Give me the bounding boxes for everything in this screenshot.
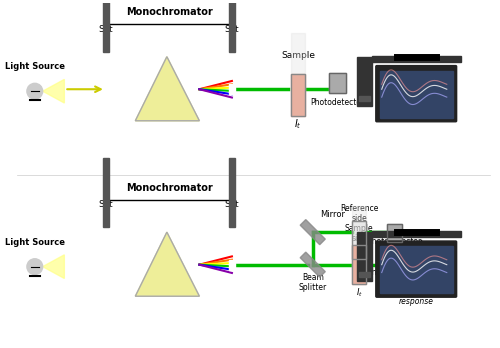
Text: Slit: Slit — [98, 25, 113, 34]
Polygon shape — [300, 220, 326, 245]
Bar — [359, 96, 370, 101]
Text: Slit: Slit — [98, 200, 113, 209]
Bar — [352, 206, 366, 245]
Circle shape — [27, 259, 42, 275]
Bar — [103, 84, 108, 94]
Bar — [357, 57, 372, 106]
Bar — [352, 245, 366, 284]
Bar — [229, 158, 235, 227]
Bar — [380, 246, 452, 293]
Bar — [229, 260, 235, 270]
Bar — [103, 158, 108, 227]
FancyBboxPatch shape — [376, 241, 456, 297]
Text: Slit: Slit — [224, 200, 239, 209]
Bar — [386, 255, 402, 272]
Text: Photodetector: Photodetector — [368, 237, 422, 246]
FancyBboxPatch shape — [376, 65, 456, 122]
Bar — [352, 245, 366, 284]
Text: Monochromator: Monochromator — [126, 7, 213, 17]
Text: $I_t$: $I_t$ — [356, 260, 362, 273]
Polygon shape — [42, 255, 64, 278]
Bar — [386, 255, 402, 272]
Bar — [359, 271, 370, 277]
Text: Slit: Slit — [224, 25, 239, 34]
Polygon shape — [42, 79, 64, 103]
Polygon shape — [300, 252, 326, 277]
Circle shape — [27, 83, 42, 99]
Bar — [372, 56, 460, 62]
Text: Photodetector
spectral
response: Photodetector spectral response — [389, 276, 444, 306]
Text: Sample: Sample — [281, 51, 315, 60]
Polygon shape — [136, 57, 200, 121]
Bar — [103, 0, 108, 52]
Bar — [229, 0, 235, 52]
Bar — [291, 74, 305, 116]
Bar — [291, 74, 305, 116]
Bar — [229, 84, 235, 94]
Text: Photodetector: Photodetector — [368, 268, 422, 277]
Bar — [386, 224, 402, 242]
Text: Sample
side: Sample side — [344, 224, 374, 243]
Bar — [103, 260, 108, 270]
Text: Light Source: Light Source — [5, 237, 65, 246]
Bar — [328, 73, 346, 93]
Text: Mirror: Mirror — [320, 210, 345, 219]
Text: Photodetector: Photodetector — [310, 98, 364, 107]
Text: $I_t$: $I_t$ — [356, 286, 362, 299]
Polygon shape — [136, 232, 200, 296]
Bar — [357, 232, 372, 282]
Text: Reference
side: Reference side — [340, 204, 378, 223]
Text: Beam
Splitter: Beam Splitter — [298, 273, 327, 292]
Bar — [372, 231, 460, 237]
Bar — [328, 73, 346, 93]
Bar — [386, 224, 402, 242]
Bar — [291, 33, 305, 74]
Bar — [380, 71, 452, 118]
Bar — [352, 221, 366, 259]
Bar — [352, 221, 366, 259]
Text: Monochromator: Monochromator — [126, 183, 213, 193]
Text: $I_t$: $I_t$ — [294, 117, 302, 130]
Text: Light Source: Light Source — [5, 62, 65, 71]
